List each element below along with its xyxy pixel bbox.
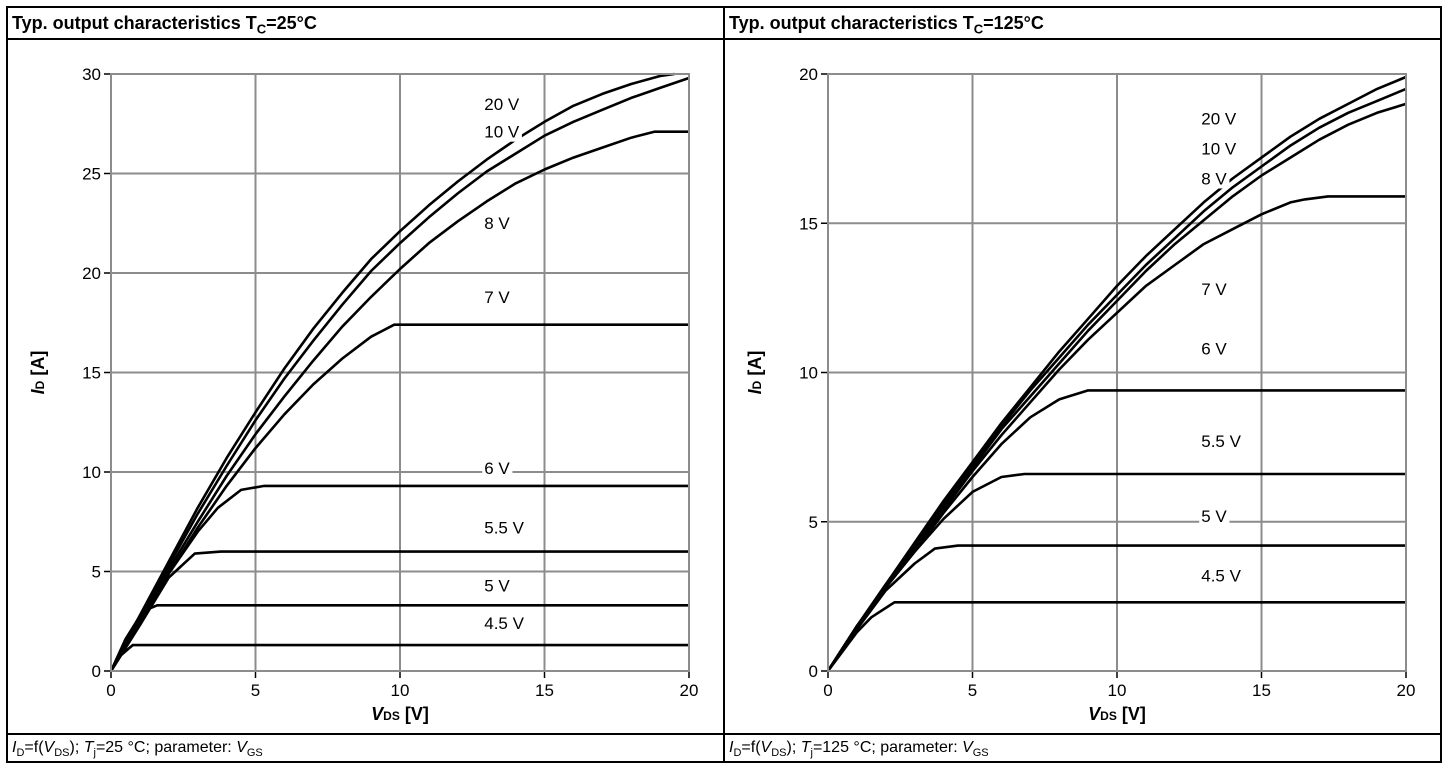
- curve-label-bg: [1199, 278, 1230, 299]
- x-tick-label: 20: [680, 681, 699, 700]
- plot-area: [110, 73, 690, 672]
- series-line-20-v: [826, 75, 1407, 672]
- x-tick-label: 15: [1252, 681, 1271, 700]
- curve-labels: 20 V 10 V 8 V 7 V 6 V 5.5 V 5 V 4.5 V: [1199, 108, 1244, 586]
- curve-label: 6 V: [1201, 340, 1227, 359]
- curve-label: 8 V: [1201, 169, 1227, 188]
- series-line-4-5-v: [109, 643, 689, 672]
- chart-title: Typ. output characteristics TC=125°C: [725, 8, 1440, 40]
- curve-label-bg: [482, 575, 513, 596]
- curve-label-bg: [482, 93, 522, 114]
- series-curves: [826, 75, 1407, 672]
- curve-label-bg: [482, 517, 527, 538]
- curve-label-bg: [1199, 338, 1230, 359]
- x-tick-label: 5: [968, 681, 977, 700]
- x-axis-label: VDS [V]: [371, 704, 429, 724]
- y-tick-label: 20: [799, 65, 818, 84]
- curve-label-bg: [1199, 565, 1244, 586]
- chart-panel-125c: Typ. output characteristics TC=125°C 0 5 1…: [723, 8, 1440, 761]
- series-line-8-v: [109, 130, 689, 672]
- y-tick-label: 10: [82, 463, 101, 482]
- curve-label-bg: [482, 213, 513, 234]
- chart-plot-125c: 0 5 10 15 20 0 5 10 15 20 VDS [V] ID [A] 20 V 10 V 8 V…: [745, 65, 1415, 724]
- curve-label-bg: [482, 457, 513, 478]
- x-axis-label: VDS [V]: [1088, 704, 1146, 724]
- curve-label-bg: [1199, 108, 1239, 129]
- series-line-4-5-v: [826, 600, 1406, 672]
- y-tick-label: 5: [92, 563, 101, 582]
- y-tick-label: 30: [82, 65, 101, 84]
- y-tick-label: 5: [809, 513, 818, 532]
- x-tick-label: 20: [1397, 681, 1416, 700]
- curve-label-bg: [1199, 138, 1239, 159]
- series-curves: [109, 72, 690, 672]
- series-line-7-v: [826, 195, 1406, 672]
- y-tick-label: 0: [809, 662, 818, 681]
- tick-labels: 0 5 10 15 20 25 30 0 5 10 15 20: [82, 65, 698, 700]
- chart-footnote: ID=f(VDS); Tj=125 °C; parameter: VGS: [725, 733, 1440, 761]
- tick-labels: 0 5 10 15 20 0 5 10 15 20: [799, 65, 1415, 700]
- chart-plot-25c: 0 5 10 15 20 25 30 0 5 10 15 20 VDS [V] ID [A] 20 V 10 …: [28, 65, 698, 724]
- curve-label: 5 V: [484, 576, 510, 595]
- curve-label-bg: [482, 286, 513, 307]
- curve-label: 20 V: [1201, 110, 1237, 129]
- curve-label-bg: [1199, 168, 1230, 189]
- curve-label: 4.5 V: [1201, 566, 1241, 585]
- x-tick-label: 0: [823, 681, 832, 700]
- series-line-5-v: [826, 544, 1406, 672]
- x-tick-label: 10: [1108, 681, 1127, 700]
- y-tick-label: 0: [92, 662, 101, 681]
- curve-label: 5.5 V: [1201, 432, 1241, 451]
- series-line-5-5-v: [826, 472, 1406, 672]
- curve-label: 7 V: [1201, 280, 1227, 299]
- chart-title: Typ. output characteristics TC=25°C: [8, 8, 723, 40]
- y-tick-label: 20: [82, 264, 101, 283]
- y-axis-label: ID [A]: [28, 351, 48, 395]
- series-line-5-5-v: [109, 550, 689, 672]
- curve-label-bg: [482, 121, 522, 142]
- chart-footnote: ID=f(VDS); Tj=25 °C; parameter: VGS: [8, 733, 723, 761]
- y-axis-label: ID [A]: [745, 351, 765, 395]
- series-line-10-v: [109, 76, 690, 672]
- x-tick-label: 15: [535, 681, 554, 700]
- grid: [827, 73, 1407, 672]
- curve-label-bg: [1199, 505, 1230, 526]
- curve-label-bg: [1199, 431, 1244, 452]
- y-tick-label: 15: [82, 364, 101, 383]
- curve-label: 20 V: [484, 95, 520, 114]
- series-line-20-v: [109, 72, 675, 672]
- plot-area: [827, 73, 1407, 672]
- curve-labels: 20 V 10 V 8 V 7 V 6 V 5.5 V 5 V 4.5 V: [482, 93, 527, 634]
- curve-label: 5.5 V: [484, 519, 524, 538]
- grid: [110, 73, 690, 672]
- x-tick-label: 0: [106, 681, 115, 700]
- x-tick-label: 5: [251, 681, 260, 700]
- y-tick-label: 25: [82, 165, 101, 184]
- curve-label: 10 V: [1201, 140, 1237, 159]
- curve-label: 4.5 V: [484, 614, 524, 633]
- series-line-5-v: [109, 603, 689, 672]
- series-line-8-v: [826, 102, 1407, 672]
- curve-label: 10 V: [484, 123, 520, 142]
- y-tick-label: 10: [799, 364, 818, 383]
- curve-label: 5 V: [1201, 507, 1227, 526]
- curve-label: 6 V: [484, 459, 510, 478]
- x-tick-label: 10: [391, 681, 410, 700]
- chart-panel-25c: Typ. output characteristics TC=25°C 0 5 10…: [8, 8, 723, 761]
- series-line-6-v: [109, 484, 689, 672]
- curve-label: 7 V: [484, 288, 510, 307]
- curve-label: 8 V: [484, 214, 510, 233]
- figure-frame: Typ. output characteristics TC=25°C 0 5 10…: [6, 6, 1442, 763]
- curve-label-bg: [482, 613, 527, 634]
- y-tick-label: 15: [799, 214, 818, 233]
